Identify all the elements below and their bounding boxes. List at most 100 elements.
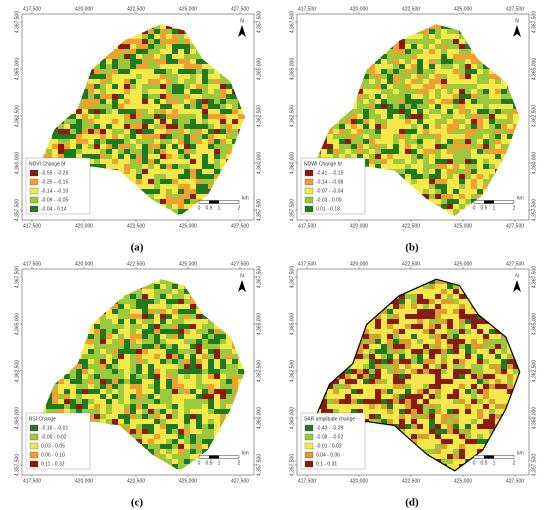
raster-cell xyxy=(154,429,161,435)
raster-cell xyxy=(220,339,227,345)
raster-cell xyxy=(339,129,346,135)
raster-cell xyxy=(220,109,227,115)
raster-cell xyxy=(417,149,424,155)
raster-cell xyxy=(447,164,454,170)
raster-cell xyxy=(405,74,412,80)
raster-cell xyxy=(459,34,466,40)
raster-cell xyxy=(184,324,191,330)
raster-cell xyxy=(112,164,119,170)
raster-cell xyxy=(196,129,203,135)
raster-cell xyxy=(393,139,400,145)
raster-cell xyxy=(196,434,203,440)
raster-cell xyxy=(88,369,95,375)
raster-cell xyxy=(196,164,203,170)
raster-cell xyxy=(196,404,203,410)
raster-cell xyxy=(178,309,185,315)
raster-cell xyxy=(369,69,376,75)
raster-cell xyxy=(441,164,448,170)
raster-cell xyxy=(166,404,173,410)
raster-cell xyxy=(118,324,125,330)
raster-cell xyxy=(202,384,209,390)
raster-cell xyxy=(100,79,107,85)
raster-cell xyxy=(88,349,95,355)
raster-cell xyxy=(130,389,137,395)
raster-cell xyxy=(82,349,89,355)
raster-cell xyxy=(136,324,143,330)
y-tick-label: 4,367,500 xyxy=(256,11,262,33)
raster-cell xyxy=(160,419,167,425)
raster-cell xyxy=(429,134,436,140)
raster-cell xyxy=(190,369,197,375)
raster-cell xyxy=(208,404,215,410)
raster-cell xyxy=(136,119,143,125)
raster-cell xyxy=(190,314,197,320)
raster-cell xyxy=(333,139,340,145)
raster-cell xyxy=(178,189,185,195)
raster-cell xyxy=(226,334,233,340)
raster-cell xyxy=(220,144,227,150)
raster-cell xyxy=(465,54,472,60)
raster-cell xyxy=(142,434,149,440)
raster-cell xyxy=(453,69,460,75)
raster-cell xyxy=(136,354,143,360)
raster-cell xyxy=(435,94,442,100)
raster-cell xyxy=(142,34,149,40)
x-tick-label: 417,500 xyxy=(298,223,316,229)
raster-cell xyxy=(64,139,71,145)
raster-cell xyxy=(429,34,436,40)
raster-cell xyxy=(208,109,215,115)
raster-cell xyxy=(214,174,221,180)
raster-cell xyxy=(220,364,227,370)
raster-cell xyxy=(154,69,161,75)
raster-cell xyxy=(423,164,430,170)
raster-cell xyxy=(184,114,191,120)
raster-cell xyxy=(142,154,149,160)
raster-cell xyxy=(226,119,233,125)
raster-cell xyxy=(465,159,472,165)
raster-cell xyxy=(142,179,149,185)
raster-cell xyxy=(465,94,472,100)
raster-cell xyxy=(483,184,490,190)
raster-cell xyxy=(166,374,173,380)
raster-cell xyxy=(166,174,173,180)
raster-cell xyxy=(202,404,209,410)
raster-cell xyxy=(178,294,185,300)
raster-cell xyxy=(94,149,101,155)
raster-cell xyxy=(118,109,125,115)
raster-cell xyxy=(172,304,179,310)
raster-cell xyxy=(453,179,460,185)
raster-cell xyxy=(196,344,203,350)
raster-cell xyxy=(190,49,197,55)
raster-cell xyxy=(94,164,101,170)
raster-cell xyxy=(136,129,143,135)
raster-cell xyxy=(130,409,137,415)
raster-cell xyxy=(106,84,113,90)
raster-cell xyxy=(459,124,466,130)
raster-cell xyxy=(166,439,173,445)
raster-cell xyxy=(232,99,239,105)
legend-swatch xyxy=(304,187,314,195)
raster-cell xyxy=(178,299,185,305)
raster-cell xyxy=(166,409,173,415)
raster-cell xyxy=(172,369,179,375)
raster-cell xyxy=(441,144,448,150)
raster-cell xyxy=(465,149,472,155)
raster-cell xyxy=(465,64,472,70)
raster-cell xyxy=(160,304,167,310)
raster-cell xyxy=(393,94,400,100)
raster-cell xyxy=(64,409,71,415)
raster-cell xyxy=(423,174,430,180)
raster-cell xyxy=(405,64,412,70)
raster-cell xyxy=(453,34,460,40)
raster-cell xyxy=(166,134,173,140)
raster-cell xyxy=(178,449,185,455)
raster-cell xyxy=(501,129,508,135)
raster-cell xyxy=(429,24,436,30)
raster-cell xyxy=(405,144,412,150)
raster-cell xyxy=(208,179,215,185)
raster-cell xyxy=(447,114,454,120)
raster-cell xyxy=(64,374,71,380)
raster-cell xyxy=(178,359,185,365)
raster-cell xyxy=(118,134,125,140)
raster-cell xyxy=(375,79,382,85)
